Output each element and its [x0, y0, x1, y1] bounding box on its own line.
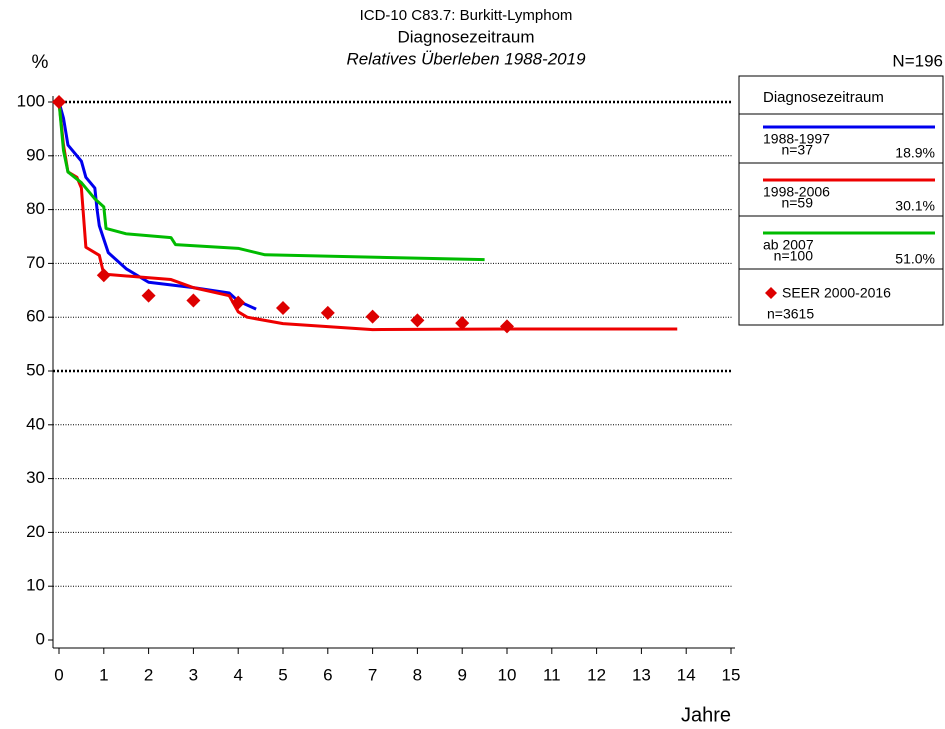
y-tick-label: 90 [26, 145, 45, 164]
seer-marker [96, 268, 111, 283]
legend-rate: 51.0% [895, 251, 935, 267]
chart-subtitle: Relatives Überleben 1988-2019 [346, 49, 586, 68]
legend-n: n=37 [781, 142, 813, 158]
seer-marker [186, 293, 201, 308]
y-tick-label: 30 [26, 468, 45, 487]
legend-title: Diagnosezeitraum [763, 89, 884, 106]
chart-title: ICD-10 C83.7: Burkitt-Lymphom [360, 7, 573, 24]
x-tick-label: 1 [99, 665, 108, 684]
x-axis-label: Jahre [681, 704, 731, 726]
x-tick-label: 2 [144, 665, 153, 684]
x-tick-label: 9 [457, 665, 466, 684]
legend-n: n=3615 [767, 306, 814, 322]
seer-marker [276, 301, 290, 316]
legend-label: ab 2007 [763, 237, 814, 253]
x-tick-label: 4 [233, 665, 242, 684]
y-tick-label: 0 [36, 629, 45, 648]
legend-label: 1988-1997 [763, 131, 830, 147]
chart-subtitle: Diagnosezeitraum [397, 27, 534, 46]
seer-marker [365, 309, 380, 324]
y-tick-label: 70 [26, 253, 45, 272]
total-label: N=196 [892, 51, 943, 70]
x-tick-label: 10 [498, 665, 517, 684]
x-tick-label: 7 [368, 665, 377, 684]
x-tick-label: 6 [323, 665, 332, 684]
y-tick-label: 50 [26, 360, 45, 379]
seer-marker [500, 319, 514, 334]
legend-label: 1998-2006 [763, 184, 830, 200]
seer-marker [52, 95, 66, 109]
x-tick-label: 11 [543, 665, 561, 684]
seer-marker [141, 288, 156, 303]
seer-marker [231, 295, 246, 310]
x-tick-label: 13 [632, 665, 651, 684]
y-tick-label: 20 [26, 522, 45, 541]
legend-label: SEER 2000-2016 [782, 285, 891, 301]
y-tick-label: 10 [26, 576, 45, 595]
y-axis-label: % [32, 52, 49, 73]
seer-marker [410, 313, 425, 328]
legend-box [738, 75, 944, 326]
x-tick-label: 3 [189, 665, 198, 684]
y-tick-label: 100 [17, 91, 45, 110]
y-tick-label: 60 [26, 307, 45, 326]
y-tick-label: 40 [26, 414, 45, 433]
seer-marker [455, 316, 470, 331]
seer-marker [320, 305, 335, 320]
x-tick-label: 5 [278, 665, 287, 684]
survival-line [57, 101, 485, 262]
y-tick-label: 80 [26, 199, 45, 218]
legend-n: n=59 [781, 195, 813, 211]
x-tick-label: 15 [722, 665, 741, 684]
legend-rate: 30.1% [895, 198, 935, 214]
x-tick-label: 0 [54, 665, 63, 684]
x-tick-label: 12 [587, 665, 606, 684]
legend-marker [765, 287, 777, 299]
x-tick-label: 14 [677, 665, 696, 684]
x-tick-label: 8 [413, 665, 422, 684]
legend-rate: 18.9% [895, 145, 935, 161]
legend-n: n=100 [774, 248, 814, 264]
